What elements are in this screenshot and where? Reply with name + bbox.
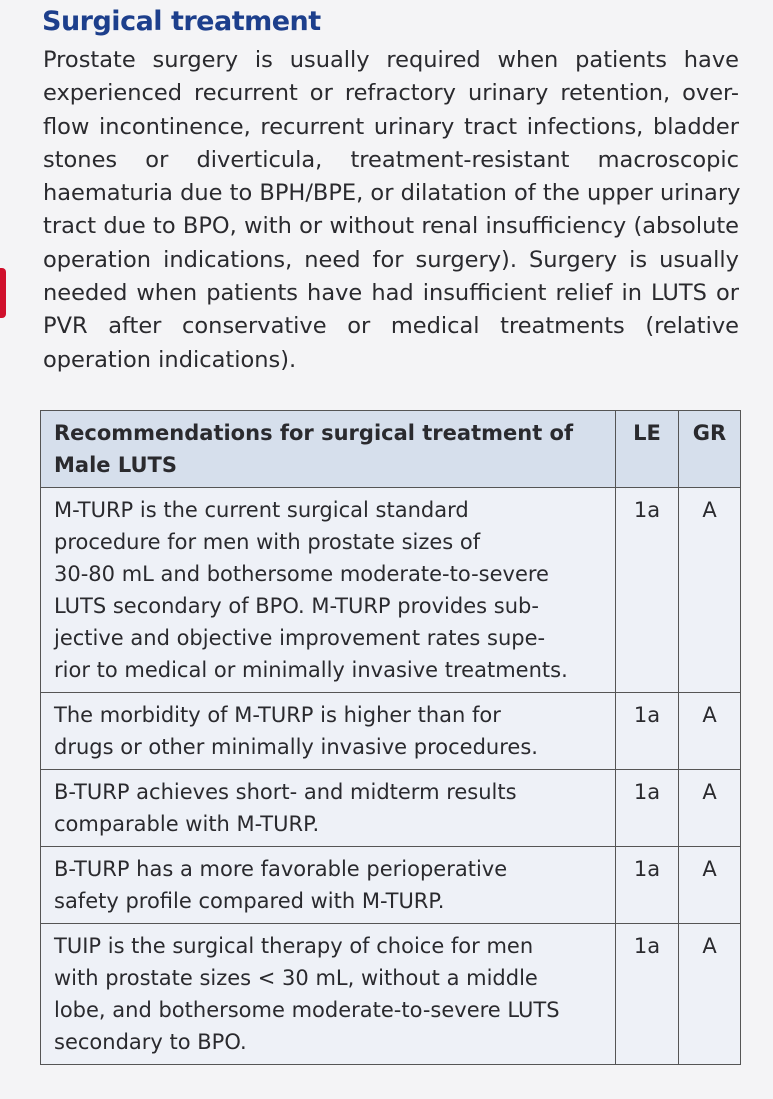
paragraph-line: tract due to BPO, with or without renal … bbox=[43, 213, 739, 240]
cell-line: 30-80 mL and bothersome moderate-to-seve… bbox=[54, 562, 549, 586]
cell-line: TUIP is the surgical therapy of choice f… bbox=[54, 934, 534, 958]
level-of-evidence: 1a bbox=[615, 769, 679, 847]
paragraph-line: flow incontinence, recurrent urinary tra… bbox=[43, 113, 739, 140]
cell-line: jective and objective improvement rates … bbox=[54, 626, 546, 650]
grade-of-recommendation: A bbox=[678, 487, 741, 693]
section-marker bbox=[0, 268, 6, 318]
level-of-evidence: 1a bbox=[615, 692, 679, 770]
recommendations-table: Recommendations for surgical treatment o… bbox=[40, 410, 741, 1065]
cell-line: with prostate sizes < 30 mL, without a m… bbox=[54, 966, 538, 990]
recommendation-cell: M-TURP is the current surgical standard p… bbox=[40, 487, 616, 693]
paragraph-line: operation indications, need for surgery)… bbox=[43, 246, 739, 273]
cell-line: B-TURP achieves short- and midterm resul… bbox=[54, 780, 517, 804]
recommendation-cell: B-TURP achieves short- and midterm resul… bbox=[40, 769, 616, 847]
cell-line: The morbidity of M-TURP is higher than f… bbox=[54, 703, 501, 727]
recommendation-cell: B-TURP has a more favorable perioperativ… bbox=[40, 846, 616, 924]
level-of-evidence: LE bbox=[615, 410, 679, 488]
paragraph-line: experienced recurrent or refractory urin… bbox=[43, 80, 739, 107]
table-row: M-TURP is the current surgical standard p… bbox=[40, 487, 741, 693]
paragraph-line: PVR after conservative or medical treatm… bbox=[43, 313, 739, 340]
paragraph-line: haematuria due to BPH/BPE, or dilatation… bbox=[43, 180, 741, 207]
cell-line: safety profile compared with M-TURP. bbox=[54, 889, 445, 913]
cell-line: Male LUTS bbox=[54, 453, 177, 477]
cell-line: secondary to BPO. bbox=[54, 1030, 247, 1054]
grade-of-recommendation: GR bbox=[678, 410, 741, 488]
recommendation-cell: Recommendations for surgical treatment o… bbox=[40, 410, 616, 488]
cell-line: drugs or other minimally invasive proced… bbox=[54, 735, 538, 759]
table-row: The morbidity of M-TURP is higher than f… bbox=[40, 692, 741, 770]
grade-of-recommendation: A bbox=[678, 923, 741, 1065]
header-row: Recommendations for surgical treatment o… bbox=[40, 410, 741, 488]
paragraph-line: Prostate surgery is usually required whe… bbox=[43, 47, 739, 73]
paragraph: Prostate surgery is usually required whe… bbox=[43, 44, 741, 377]
cell-line: B-TURP has a more favorable perioperativ… bbox=[54, 857, 508, 881]
level-of-evidence: 1a bbox=[615, 846, 679, 924]
cell-line: procedure for men with prostate sizes of bbox=[54, 530, 481, 554]
paragraph-line: operation indications). bbox=[43, 346, 297, 373]
cell-line: comparable with M-TURP. bbox=[54, 812, 320, 836]
table-row: B-TURP has a more favorable perioperativ… bbox=[40, 846, 741, 924]
cell-line: Recommendations for surgical treatment o… bbox=[54, 421, 574, 445]
recommendation-cell: TUIP is the surgical therapy of choice f… bbox=[40, 923, 616, 1065]
heading: Surgical treatment bbox=[42, 6, 321, 37]
paragraph-line: stones or diverticula, treatment-resista… bbox=[43, 146, 739, 173]
grade-of-recommendation: A bbox=[678, 846, 741, 924]
cell-line: LUTS secondary of BPO. M-TURP provides s… bbox=[54, 594, 539, 618]
level-of-evidence: 1a bbox=[615, 487, 679, 693]
level-of-evidence: 1a bbox=[615, 923, 679, 1065]
table-row: TUIP is the surgical therapy of choice f… bbox=[40, 923, 741, 1065]
grade-of-recommendation: A bbox=[678, 769, 741, 847]
cell-line: lobe, and bothersome moderate-to-severe … bbox=[54, 998, 560, 1022]
recommendation-cell: The morbidity of M-TURP is higher than f… bbox=[40, 692, 616, 770]
table-row: B-TURP achieves short- and midterm resul… bbox=[40, 769, 741, 847]
grade-of-recommendation: A bbox=[678, 692, 741, 770]
cell-line: rior to medical or minimally invasive tr… bbox=[54, 658, 568, 682]
cell-line: M-TURP is the current surgical standard bbox=[54, 498, 469, 522]
paragraph-line: needed when patients have had insufficie… bbox=[43, 280, 739, 307]
